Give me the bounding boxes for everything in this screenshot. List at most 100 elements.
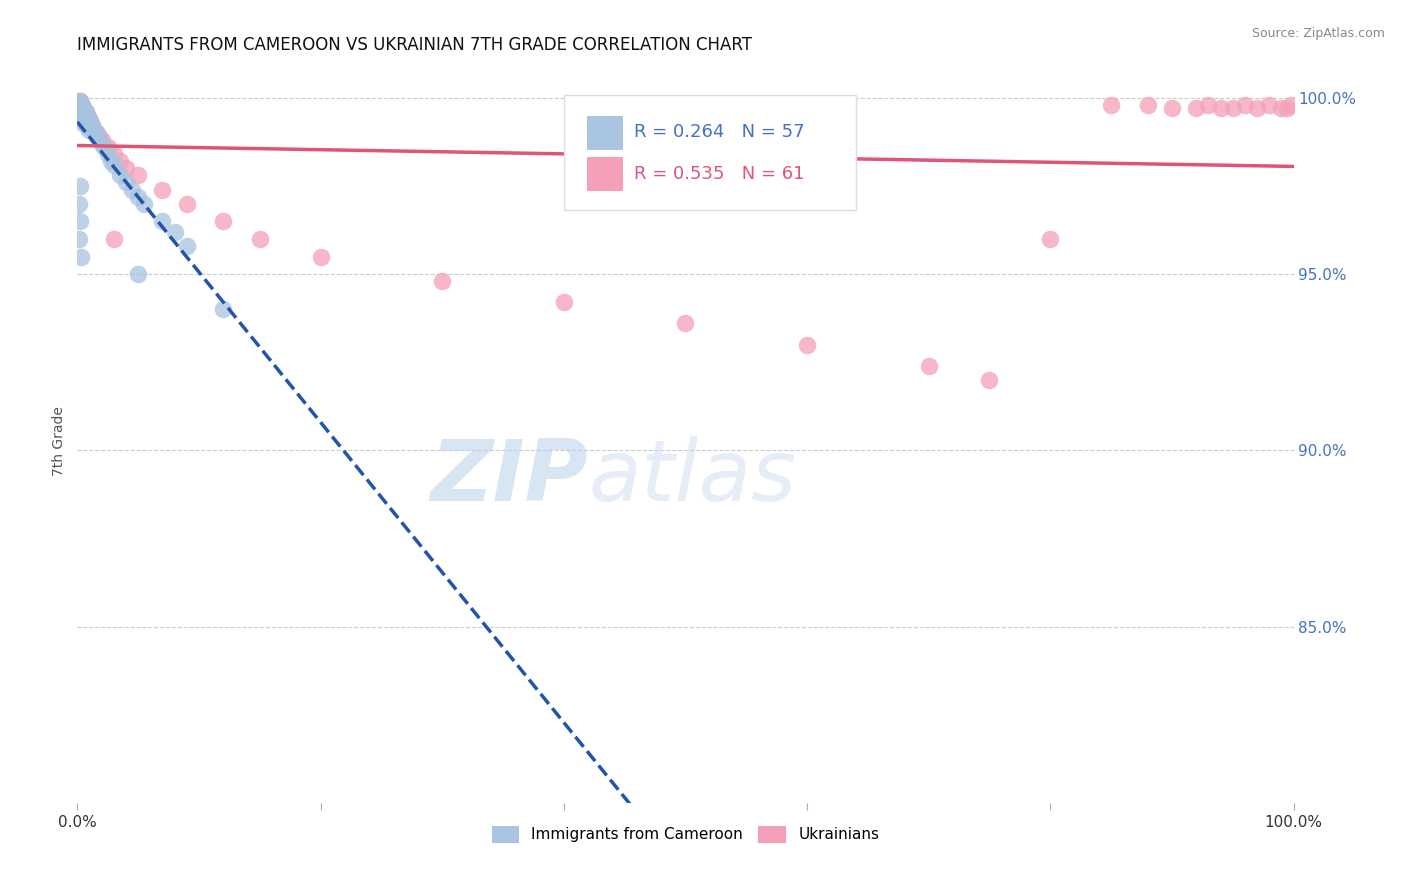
Point — [77, 112, 100, 126]
Point — [163, 225, 186, 239]
Point — [70, 109, 93, 123]
Point — [72, 105, 94, 120]
Point — [918, 359, 941, 373]
Point — [108, 154, 131, 169]
Point — [73, 112, 96, 126]
Point — [103, 147, 125, 161]
Point — [1270, 102, 1292, 116]
Point — [249, 232, 271, 246]
Point — [67, 105, 90, 120]
Point — [76, 109, 98, 123]
Point — [553, 295, 575, 310]
Point — [67, 196, 90, 211]
Point — [1185, 102, 1208, 116]
Point — [1279, 98, 1302, 112]
Point — [90, 136, 112, 151]
Point — [79, 112, 101, 126]
FancyBboxPatch shape — [586, 116, 623, 150]
Point — [75, 115, 97, 129]
Point — [72, 109, 94, 123]
Point — [69, 95, 91, 109]
Point — [86, 126, 108, 140]
Point — [69, 109, 91, 123]
Y-axis label: 7th Grade: 7th Grade — [52, 407, 66, 476]
Point — [1197, 98, 1219, 112]
Point — [67, 98, 90, 112]
Point — [212, 302, 235, 317]
Point — [67, 109, 90, 123]
Point — [152, 182, 174, 196]
Point — [86, 129, 108, 144]
Point — [70, 105, 93, 120]
Point — [67, 232, 90, 246]
Point — [70, 98, 93, 112]
Point — [70, 105, 93, 120]
Point — [108, 169, 131, 183]
Point — [70, 102, 93, 116]
Point — [69, 98, 91, 112]
Point — [1277, 102, 1299, 116]
Point — [70, 98, 93, 112]
Point — [75, 112, 97, 126]
Point — [69, 102, 91, 116]
Point — [309, 250, 332, 264]
Point — [70, 109, 93, 123]
Point — [127, 267, 149, 281]
Legend: Immigrants from Cameroon, Ukrainians: Immigrants from Cameroon, Ukrainians — [485, 820, 886, 849]
Point — [69, 105, 91, 120]
Point — [72, 105, 94, 120]
Point — [75, 105, 97, 120]
Point — [83, 122, 105, 136]
Point — [69, 179, 91, 194]
Point — [80, 119, 103, 133]
Point — [97, 147, 120, 161]
Point — [77, 112, 100, 126]
Point — [1209, 102, 1232, 116]
Point — [115, 161, 138, 176]
Point — [73, 105, 96, 120]
Point — [89, 129, 111, 144]
Point — [100, 154, 122, 169]
Point — [79, 112, 101, 126]
Point — [152, 214, 174, 228]
Point — [176, 196, 198, 211]
Point — [1161, 102, 1184, 116]
Point — [70, 109, 93, 123]
Point — [89, 133, 111, 147]
Point — [76, 119, 98, 133]
Point — [69, 214, 91, 228]
Point — [1222, 102, 1244, 116]
Point — [97, 140, 120, 154]
Point — [79, 122, 101, 136]
Point — [72, 102, 94, 116]
Point — [115, 176, 138, 190]
Point — [93, 140, 115, 154]
Point — [69, 98, 91, 112]
Point — [1039, 232, 1062, 246]
Point — [69, 112, 91, 126]
Point — [134, 196, 156, 211]
Point — [1099, 98, 1122, 112]
Text: IMMIGRANTS FROM CAMEROON VS UKRAINIAN 7TH GRADE CORRELATION CHART: IMMIGRANTS FROM CAMEROON VS UKRAINIAN 7T… — [77, 36, 752, 54]
Point — [1233, 98, 1256, 112]
Point — [90, 133, 112, 147]
Point — [103, 232, 125, 246]
Point — [1258, 98, 1281, 112]
Point — [73, 105, 96, 120]
Point — [76, 109, 98, 123]
Point — [127, 169, 149, 183]
Point — [72, 112, 94, 126]
Point — [1246, 102, 1268, 116]
Point — [73, 112, 96, 126]
Point — [72, 115, 94, 129]
Point — [67, 95, 90, 109]
Point — [69, 105, 91, 120]
Point — [979, 373, 1001, 387]
Text: ZIP: ZIP — [430, 436, 588, 519]
Point — [70, 112, 93, 126]
Point — [69, 102, 91, 116]
FancyBboxPatch shape — [586, 157, 623, 191]
Point — [212, 214, 235, 228]
Point — [67, 98, 90, 112]
Point — [84, 126, 107, 140]
